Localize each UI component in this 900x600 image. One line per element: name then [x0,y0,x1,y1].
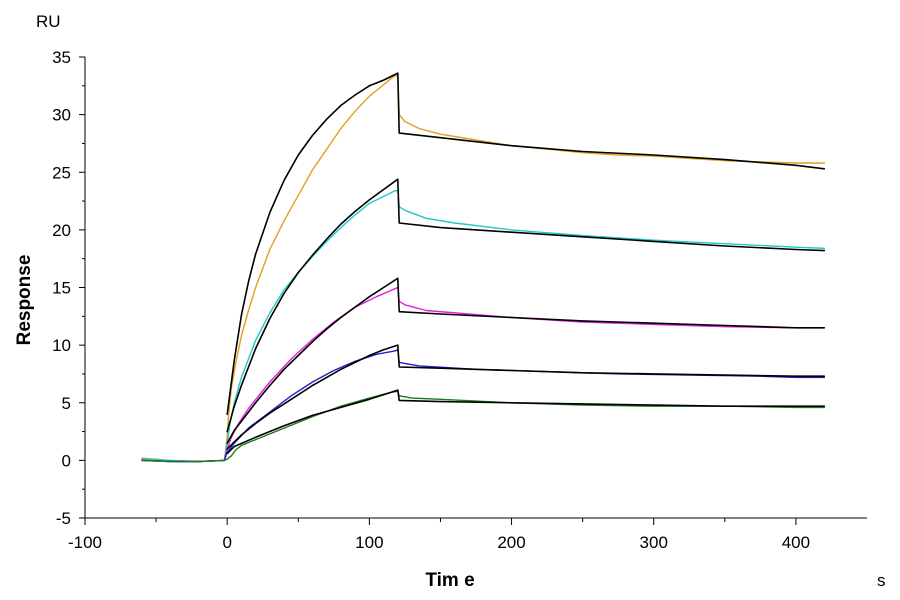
x-unit-label: s [877,571,886,590]
x-tick-label: 200 [497,533,525,552]
axes: -5 0 5 10 15 20 25 30 35 -100 0 100 200 300 400 [52,48,867,552]
fit-curve-5 [226,277,826,444]
fit-curve-7 [226,344,826,450]
y-tick-label: 5 [62,394,71,413]
x-ticks: -100 0 100 200 300 400 [68,518,810,552]
response-curve-2 [141,190,825,463]
fit-curve-9 [226,389,826,455]
response-curve-0 [141,74,825,463]
y-tick-label: 20 [52,221,71,240]
y-tick-label: 35 [52,48,71,67]
y-tick-label: 15 [52,279,71,298]
x-tick-label: 100 [355,533,383,552]
y-tick-label: 25 [52,163,71,182]
x-tick-label: -100 [68,533,102,552]
x-tick-label: 300 [640,533,668,552]
series-layer [141,72,826,463]
x-tick-label: 400 [782,533,810,552]
y-axis-title: Response [14,255,35,346]
fit-curve-3 [226,178,826,433]
y-tick-label: 10 [52,336,71,355]
y-ticks: -5 0 5 10 15 20 25 30 35 [52,48,85,528]
y-tick-label: 30 [52,106,71,125]
x-tick-label: 0 [222,533,231,552]
fit-curve-1 [226,72,826,416]
x-axis-title: Tim e [425,570,474,591]
y-unit-label: RU [36,12,61,31]
y-tick-label: -5 [56,509,71,528]
response-curve-8 [141,390,825,463]
y-tick-label: 0 [62,451,71,470]
